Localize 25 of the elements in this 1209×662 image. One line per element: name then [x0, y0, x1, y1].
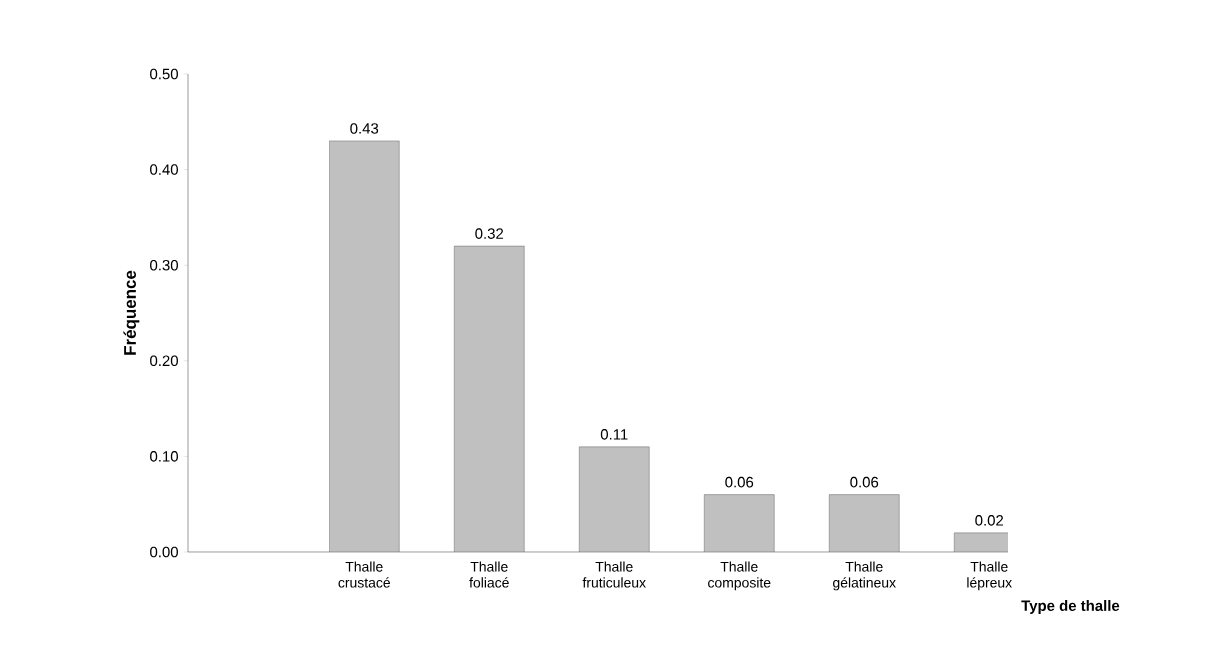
x-tick-label: Thalle crustacé — [338, 561, 390, 588]
x-tick-label: Thalle lépreux — [967, 561, 1012, 591]
data-label: 0.11 — [600, 429, 628, 440]
bar — [329, 140, 400, 552]
data-label: 0.43 — [350, 123, 379, 134]
x-tick-label: Thalle fruticuleux — [582, 561, 646, 588]
y-tick-label: 0.50 — [150, 68, 178, 80]
bar — [579, 446, 650, 552]
x-tick-label: Thalle composite — [708, 561, 771, 591]
bar — [454, 245, 525, 552]
y-tick-label: 0.30 — [150, 259, 178, 271]
x-tick-label: Thalle gélatineux — [833, 561, 896, 591]
bar — [704, 494, 775, 552]
y-axis-title: Fréquence — [123, 270, 140, 355]
y-tick-label: 0.10 — [150, 451, 178, 462]
y-tick-label: 0.00 — [150, 546, 178, 558]
data-label: 0.06 — [725, 476, 754, 488]
data-label: 0.06 — [850, 476, 879, 488]
data-label: 0.02 — [975, 515, 1004, 526]
x-tick-label: Thalle foliacé — [469, 561, 509, 588]
bar — [829, 494, 900, 552]
x-axis-title: Type de thalle — [1021, 600, 1120, 614]
y-tick-label: 0.40 — [150, 164, 178, 175]
y-tick-label: 0.20 — [150, 355, 178, 367]
data-label: 0.32 — [475, 228, 504, 239]
